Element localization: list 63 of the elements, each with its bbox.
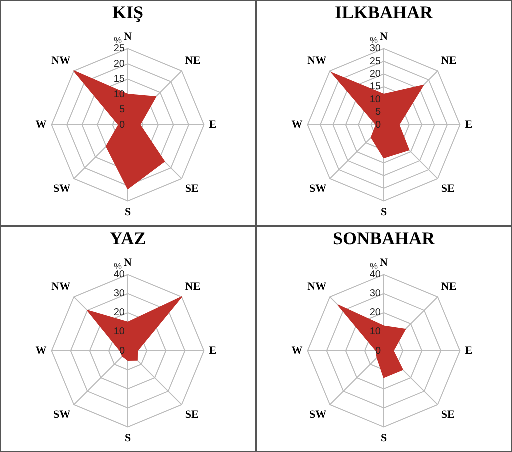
- spoke-label: E: [465, 118, 473, 131]
- y-tick-label: 0: [119, 120, 126, 131]
- y-tick-label: 15: [114, 74, 126, 86]
- spoke-label: NW: [52, 280, 71, 293]
- y-tick-label: 0: [375, 346, 382, 357]
- spoke-label: SE: [441, 408, 455, 421]
- chart-title: ILKBAHAR: [334, 2, 434, 22]
- spoke-label: S: [124, 432, 132, 445]
- text: %: [370, 35, 378, 46]
- y-tick-label: 0: [375, 120, 382, 131]
- spoke-label: W: [36, 344, 47, 357]
- y-tick-label: 10: [370, 94, 382, 106]
- spoke-label: SW: [53, 408, 71, 421]
- spoke-label: SE: [185, 182, 199, 195]
- text: %: [370, 261, 378, 272]
- y-tick-label: 20: [370, 308, 382, 319]
- spoke-label: NW: [308, 54, 327, 67]
- text: %: [114, 35, 122, 46]
- y-tick-label: 20: [370, 68, 382, 80]
- spoke-label: NE: [185, 280, 201, 293]
- y-tick-label: 40: [370, 270, 382, 281]
- spoke-label: NE: [441, 280, 457, 293]
- spoke-label: S: [124, 206, 132, 219]
- y-tick-label: 0: [119, 346, 126, 357]
- y-tick-label: 5: [375, 107, 382, 118]
- spoke-label: E: [209, 118, 217, 131]
- spoke-label: N: [380, 257, 388, 270]
- y-tick-label: 40: [114, 270, 126, 281]
- spoke-label: NE: [185, 54, 201, 67]
- spoke-label: E: [209, 344, 217, 357]
- y-tick-label: 20: [114, 58, 126, 70]
- spoke-label: NW: [308, 280, 327, 293]
- spoke-label: SW: [309, 182, 327, 195]
- y-tick-label: 30: [370, 288, 382, 300]
- y-tick-label: 10: [114, 89, 126, 100]
- spoke-label: W: [36, 118, 47, 131]
- y-tick-label: 15: [370, 82, 382, 93]
- spoke-label: N: [380, 31, 388, 44]
- y-tick-label: 30: [114, 288, 126, 300]
- spoke-label: W: [292, 344, 303, 357]
- spoke-label: SW: [309, 408, 327, 421]
- spoke-label: NW: [52, 54, 71, 67]
- y-tick-label: 5: [119, 104, 126, 116]
- spoke-label: N: [124, 257, 132, 270]
- spoke-label: NE: [441, 54, 457, 67]
- spoke-label: SE: [185, 408, 199, 421]
- chart-title: SONBAHAR: [332, 228, 436, 248]
- spoke-label: SW: [53, 182, 71, 195]
- spoke-label: W: [292, 118, 303, 131]
- spoke-label: S: [380, 432, 388, 445]
- spoke-label: S: [380, 206, 388, 219]
- y-tick-label: 25: [370, 56, 382, 68]
- y-tick-label: 30: [370, 44, 382, 55]
- spoke-label: SE: [441, 182, 455, 195]
- chart-title: KIŞ: [112, 2, 144, 22]
- y-tick-label: 25: [114, 44, 126, 55]
- spoke-label: E: [465, 344, 473, 357]
- y-tick-label: 10: [114, 326, 126, 338]
- chart-title: YAZ: [110, 228, 146, 248]
- y-tick-label: 10: [370, 326, 382, 338]
- spoke-label: N: [124, 31, 132, 44]
- text: %: [114, 261, 122, 272]
- y-tick-label: 20: [114, 308, 126, 319]
